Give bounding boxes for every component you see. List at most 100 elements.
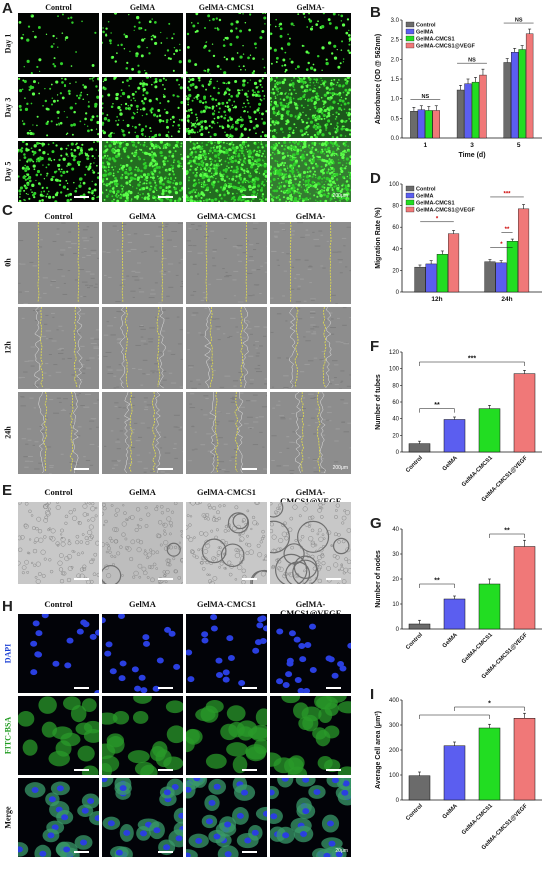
legend-swatch — [405, 192, 415, 199]
significance-label: ** — [504, 528, 510, 535]
significance-label: NS — [422, 94, 430, 100]
x-tick-label: GelMA-CMCS1 — [461, 455, 494, 488]
y-tick-label: 40 — [392, 247, 399, 253]
scale-bar — [158, 769, 173, 771]
legend-label: GelMA-CMCS1 — [416, 37, 455, 43]
micrograph-tile — [270, 614, 351, 693]
significance-label: ** — [434, 578, 440, 585]
scale-bar — [74, 196, 89, 198]
y-axis-label: Average Cell area (μm²) — [375, 711, 382, 789]
scale-bar — [326, 769, 341, 771]
legend-swatch — [405, 185, 415, 192]
scale-bar — [158, 687, 173, 689]
x-tick-label: 3 — [470, 142, 474, 149]
significance-label: * — [488, 701, 491, 708]
significance-label: NS — [515, 18, 523, 24]
row-label: 12h — [3, 341, 13, 354]
micrograph — [186, 392, 267, 474]
micrograph — [102, 13, 183, 74]
panel-label-c: C — [2, 202, 13, 219]
micrograph-tile — [102, 222, 183, 304]
y-tick-label: 2.0 — [391, 57, 400, 63]
micrograph — [270, 77, 351, 138]
y-axis-label: Number of nodes — [375, 550, 382, 608]
chart-d-migration: 0 20 40 60 80 100 Migration Rate (%) 12h 24h Cont… — [375, 182, 542, 303]
micrograph — [18, 307, 99, 389]
y-tick-label: 0.0 — [391, 136, 400, 142]
micrograph-tile — [102, 502, 183, 584]
micrograph-tile — [18, 13, 99, 74]
x-tick-label: GelMA — [442, 632, 460, 650]
micrograph — [18, 141, 99, 202]
scale-bar — [74, 769, 89, 771]
micrograph — [102, 696, 183, 775]
micrograph-tile: 20μm — [270, 778, 351, 857]
y-tick-label: 2.5 — [391, 38, 400, 44]
scale-bar — [74, 851, 89, 853]
micrograph-tile — [186, 307, 267, 389]
chart-i-cell-area: 0 100 200 300 400 Average Cell area (μm²) Cont… — [375, 698, 542, 851]
x-tick-label: 24h — [501, 296, 512, 303]
chart-g-nodes: 0 10 20 30 40 Number of nodes Control GelMA GelM… — [375, 527, 542, 680]
scale-bar — [242, 687, 257, 689]
column-header: GelMA — [129, 487, 156, 497]
row-label: Day 1 — [3, 33, 13, 53]
y-tick-label: 3.0 — [391, 18, 400, 24]
micrograph-tile — [102, 13, 183, 74]
micrograph — [186, 778, 267, 857]
micrograph-tile — [186, 614, 267, 693]
micrograph-tile — [270, 502, 351, 584]
column-header: GelMA — [129, 599, 156, 609]
micrograph-tile — [186, 696, 267, 775]
bar — [408, 775, 431, 801]
panel-label-b: B — [370, 4, 381, 21]
bar — [417, 109, 426, 139]
legend-label: GelMA-CMCS1@VEGF — [416, 44, 475, 50]
scale-bar — [74, 687, 89, 689]
row-label: 24h — [3, 426, 13, 439]
micrograph — [102, 141, 183, 202]
micrograph-tile — [186, 13, 267, 74]
x-tick-label: Control — [405, 803, 424, 822]
legend-label: Control — [416, 23, 436, 29]
bar — [484, 261, 496, 293]
bar — [510, 52, 519, 139]
bar — [513, 546, 536, 630]
y-tick-label: 0 — [396, 627, 400, 633]
micrograph-tile — [102, 77, 183, 138]
micrograph-tile — [270, 696, 351, 775]
micrograph — [270, 392, 351, 474]
scale-bar — [158, 578, 173, 580]
row-label: Merge — [3, 805, 13, 829]
panel-label-g: G — [370, 515, 382, 532]
y-tick-label: 120 — [389, 350, 400, 356]
bar — [408, 623, 431, 630]
bar — [443, 419, 466, 453]
significance-bracket — [419, 583, 455, 588]
row-label: DAPI — [3, 643, 13, 663]
micrograph — [186, 307, 267, 389]
legend-label: GelMA — [416, 194, 433, 200]
micrograph — [270, 13, 351, 74]
scale-bar — [242, 769, 257, 771]
y-tick-label: 30 — [392, 552, 399, 558]
y-axis-label: Migration Rate (%) — [375, 207, 382, 268]
micrograph-tile — [102, 392, 183, 474]
row-label: Day 5 — [3, 161, 13, 181]
micrograph-tile — [186, 77, 267, 138]
micrograph — [18, 77, 99, 138]
y-tick-label: 20 — [392, 268, 399, 274]
x-tick-label: GelMA — [442, 455, 460, 473]
micrograph — [270, 307, 351, 389]
micrograph — [270, 614, 351, 693]
bar — [513, 373, 536, 453]
column-header: GelMA-CMCS1 — [196, 211, 256, 221]
column-header: GelMA- CMCS1@VEGF — [280, 599, 341, 618]
bar — [443, 745, 466, 801]
column-header: Control — [44, 487, 73, 497]
micrograph-tile — [186, 141, 267, 202]
micrograph-tile — [186, 392, 267, 474]
micrograph-tile: 200μm — [270, 141, 351, 202]
y-tick-label: 0.5 — [391, 116, 400, 122]
significance-label: ** — [434, 402, 440, 409]
